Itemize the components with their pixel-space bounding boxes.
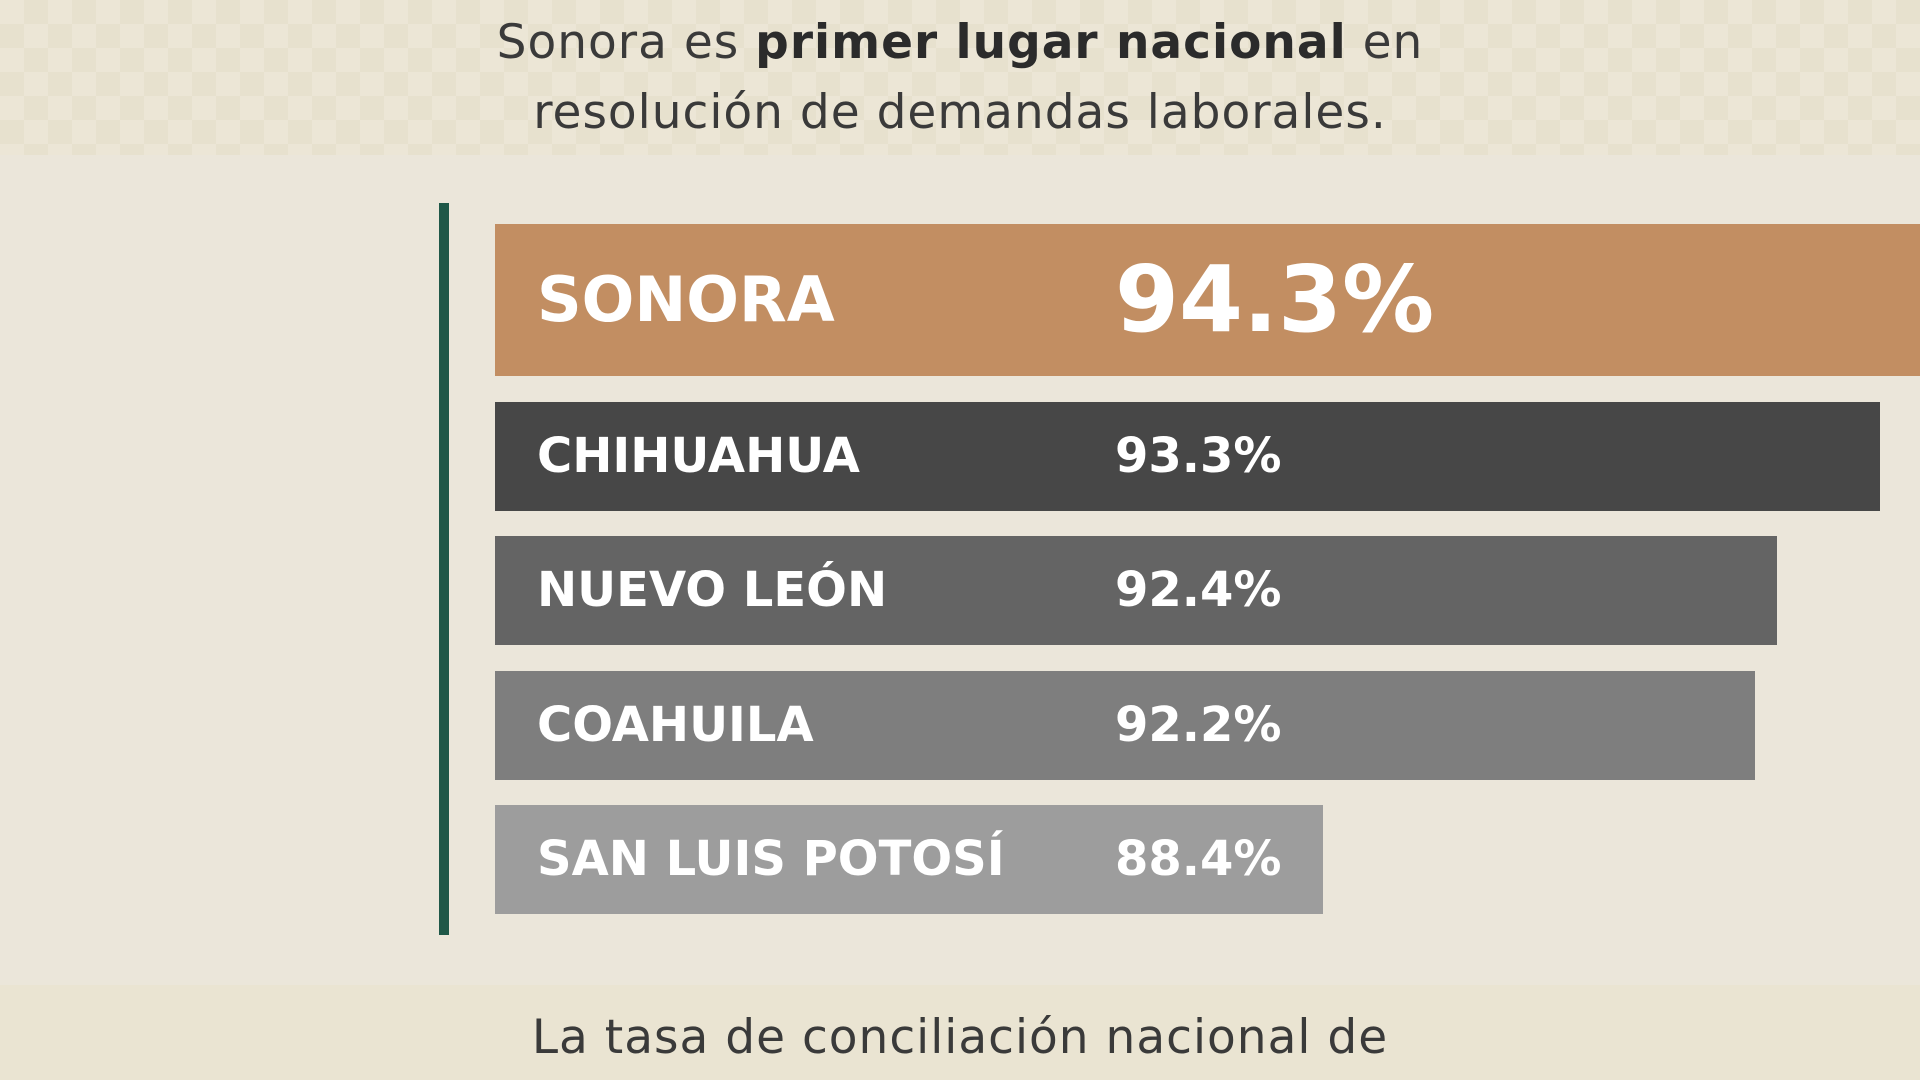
bar-label: SAN LUIS POTOSÍ [537, 831, 1005, 887]
bar-sonora: SONORA 94.3% [495, 224, 1920, 376]
header-band [0, 0, 1920, 155]
bar-value-label: 88.4% [1115, 831, 1282, 887]
bar-nuevo-le-n: NUEVO LEÓN 92.4% [495, 536, 1777, 645]
headline-line-1: Sonora es primer lugar nacional en [497, 8, 1424, 78]
bar-coahuila: COAHUILA 92.2% [495, 671, 1755, 780]
headline-bold: primer lugar nacional [755, 14, 1347, 70]
bar-label: COAHUILA [537, 697, 814, 753]
bar-label: SONORA [537, 263, 835, 336]
footer-text: La tasa de conciliación nacional de [531, 1010, 1389, 1065]
bar-value-label: 92.4% [1115, 562, 1282, 618]
headline-line-2: resolución de demandas laborales. [533, 84, 1387, 140]
chart-axis-line [439, 203, 449, 935]
bar-value-label: 94.3% [1115, 246, 1435, 353]
bar-label: NUEVO LEÓN [537, 562, 888, 618]
bar-chart: SONORA 94.3% CHIHUAHUA 93.3% NUEVO LEÓN 92.4%… [0, 155, 1920, 985]
headline-suffix: en [1346, 14, 1424, 70]
headline-prefix: Sonora es [496, 14, 756, 70]
bar-value-label: 93.3% [1115, 428, 1282, 484]
bar-san-luis-potos-: SAN LUIS POTOSÍ 88.4% [495, 805, 1323, 914]
bar-value-label: 92.2% [1115, 697, 1282, 753]
footer-band [0, 985, 1920, 1080]
headline: Sonora es primer lugar nacional en resol… [0, 0, 1920, 155]
bar-label: CHIHUAHUA [537, 428, 860, 484]
bar-chihuahua: CHIHUAHUA 93.3% [495, 402, 1880, 511]
